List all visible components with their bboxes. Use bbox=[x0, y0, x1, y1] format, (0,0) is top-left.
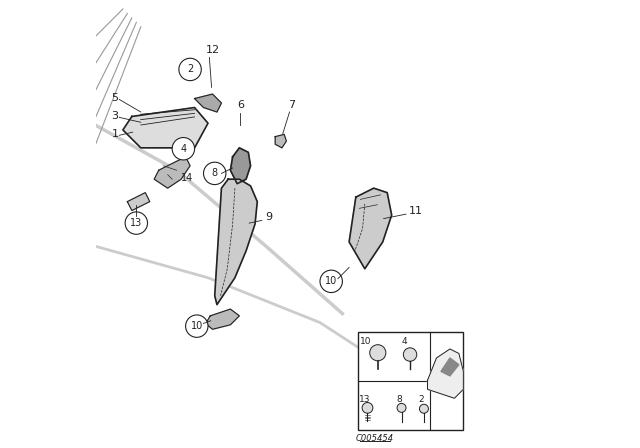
Text: 3: 3 bbox=[112, 111, 118, 121]
Polygon shape bbox=[428, 349, 463, 398]
Circle shape bbox=[397, 403, 406, 412]
Circle shape bbox=[186, 315, 208, 337]
Polygon shape bbox=[127, 193, 150, 211]
Polygon shape bbox=[195, 94, 221, 112]
Polygon shape bbox=[215, 179, 257, 305]
Text: C005454: C005454 bbox=[356, 434, 394, 443]
Text: 11: 11 bbox=[409, 206, 422, 216]
Polygon shape bbox=[206, 309, 239, 329]
Polygon shape bbox=[441, 358, 459, 376]
Text: 5: 5 bbox=[112, 93, 118, 103]
Text: 1: 1 bbox=[112, 129, 118, 138]
Circle shape bbox=[362, 402, 373, 413]
Text: 8: 8 bbox=[396, 396, 402, 405]
Text: 9: 9 bbox=[266, 212, 273, 222]
Text: 10: 10 bbox=[191, 321, 203, 331]
Polygon shape bbox=[349, 188, 392, 269]
Text: 2: 2 bbox=[419, 396, 424, 405]
Text: 7: 7 bbox=[288, 100, 295, 110]
Text: 13: 13 bbox=[359, 396, 371, 405]
Circle shape bbox=[320, 270, 342, 293]
Polygon shape bbox=[123, 108, 208, 148]
Text: 10: 10 bbox=[360, 337, 371, 346]
Circle shape bbox=[204, 162, 226, 185]
Circle shape bbox=[125, 212, 148, 234]
Text: 12: 12 bbox=[206, 45, 220, 55]
Circle shape bbox=[179, 58, 201, 81]
Text: 4: 4 bbox=[401, 337, 407, 346]
Circle shape bbox=[403, 348, 417, 361]
Text: 4: 4 bbox=[180, 144, 186, 154]
Text: 10: 10 bbox=[325, 276, 337, 286]
Circle shape bbox=[172, 138, 195, 160]
Polygon shape bbox=[230, 148, 251, 184]
Circle shape bbox=[419, 404, 428, 413]
Circle shape bbox=[370, 345, 386, 361]
Bar bbox=[358, 332, 463, 430]
Polygon shape bbox=[154, 157, 190, 188]
Text: 14: 14 bbox=[181, 172, 193, 182]
Text: 8: 8 bbox=[212, 168, 218, 178]
Text: 2: 2 bbox=[187, 65, 193, 74]
Polygon shape bbox=[275, 134, 287, 148]
Text: 13: 13 bbox=[130, 218, 143, 228]
Text: 6: 6 bbox=[237, 100, 244, 110]
